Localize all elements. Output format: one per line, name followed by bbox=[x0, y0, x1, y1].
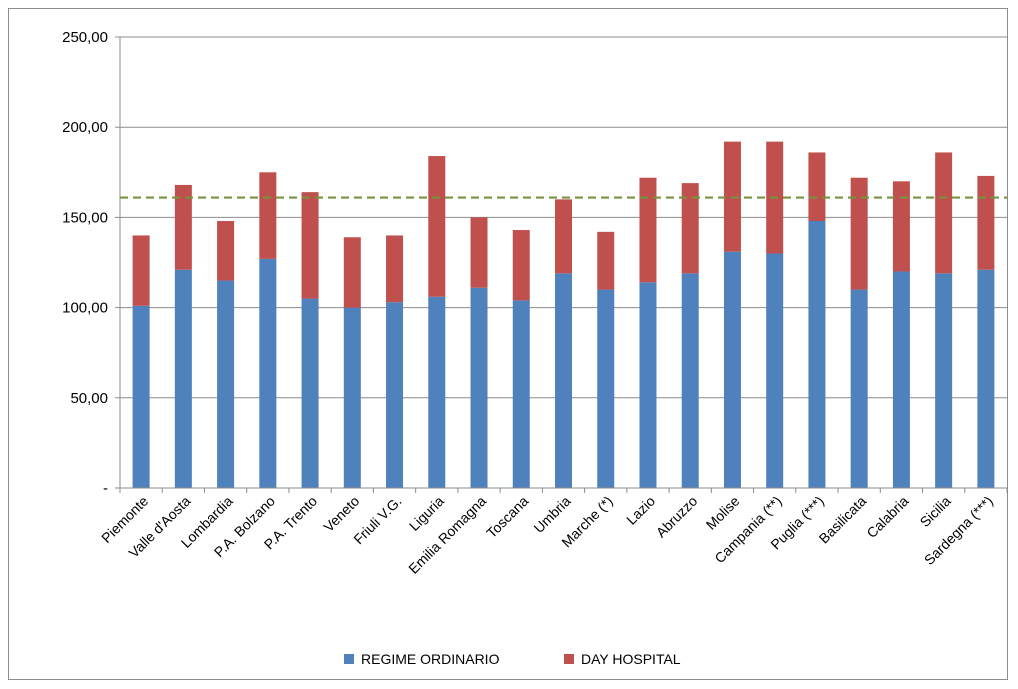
x-category-label: Lazio bbox=[623, 493, 658, 528]
bar-day-hospital bbox=[174, 184, 192, 270]
bar-regime-ordinario bbox=[259, 258, 277, 488]
bar-regime-ordinario bbox=[850, 289, 868, 488]
x-category-label: Emilia Romagna bbox=[405, 493, 489, 577]
y-tick-label: 100,00 bbox=[62, 300, 108, 317]
chart-frame bbox=[8, 8, 1008, 680]
bar-regime-ordinario bbox=[217, 280, 235, 488]
x-category-label: Basilicata bbox=[816, 493, 870, 547]
bar-regime-ordinario bbox=[597, 289, 615, 488]
y-tick-label: 150,00 bbox=[62, 209, 108, 226]
bar-day-hospital bbox=[512, 230, 530, 301]
bar-regime-ordinario bbox=[555, 273, 572, 488]
bar-regime-ordinario bbox=[132, 305, 150, 488]
legend-label-day-hospital: DAY HOSPITAL bbox=[581, 651, 681, 667]
bar-regime-ordinario bbox=[977, 269, 995, 488]
bar-day-hospital bbox=[428, 156, 446, 297]
bar-day-hospital bbox=[977, 175, 995, 270]
x-category-label: Sicilia bbox=[917, 493, 954, 530]
bar-regime-ordinario bbox=[174, 269, 192, 488]
bar-regime-ordinario bbox=[512, 300, 530, 488]
axes bbox=[119, 37, 1008, 493]
legend-swatch-regime-ordinario bbox=[344, 654, 354, 664]
bar-day-hospital bbox=[301, 192, 319, 299]
bar-day-hospital bbox=[850, 177, 868, 290]
bar-day-hospital bbox=[259, 172, 277, 259]
bar-day-hospital bbox=[681, 183, 699, 274]
bar-day-hospital bbox=[597, 231, 615, 290]
x-category-label: Calabria bbox=[863, 493, 911, 541]
bar-regime-ordinario bbox=[681, 273, 699, 488]
legend: REGIME ORDINARIO DAY HOSPITAL bbox=[344, 651, 681, 667]
bar-regime-ordinario bbox=[892, 271, 910, 488]
bar-regime-ordinario bbox=[723, 251, 741, 488]
bar-regime-ordinario bbox=[428, 296, 446, 488]
bar-day-hospital bbox=[555, 199, 572, 274]
bar-regime-ordinario bbox=[470, 287, 488, 488]
bar-day-hospital bbox=[892, 181, 910, 272]
legend-swatch-day-hospital bbox=[564, 654, 574, 664]
bar-regime-ordinario bbox=[386, 302, 404, 488]
y-tick-label: 200,00 bbox=[62, 119, 108, 136]
bar-day-hospital bbox=[343, 237, 361, 308]
bar-regime-ordinario bbox=[343, 307, 361, 488]
x-category-label: Molise bbox=[703, 493, 743, 533]
bar-day-hospital bbox=[935, 152, 953, 274]
y-axis-ticks: - 50,00 100,00 150,00 200,00 250,00 bbox=[62, 29, 120, 497]
bar-regime-ordinario bbox=[639, 282, 657, 488]
x-category-label: Abruzzo bbox=[653, 493, 701, 541]
y-tick-label: - bbox=[103, 480, 108, 497]
bar-regime-ordinario bbox=[301, 298, 319, 488]
y-tick-label: 250,00 bbox=[62, 29, 108, 46]
bar-regime-ordinario bbox=[935, 273, 953, 488]
bar-day-hospital bbox=[808, 152, 826, 222]
bar-regime-ordinario bbox=[766, 253, 784, 488]
x-category-label: Liguria bbox=[406, 493, 447, 534]
bar-day-hospital bbox=[217, 221, 235, 281]
bar-regime-ordinario bbox=[808, 221, 826, 488]
legend-label-regime-ordinario: REGIME ORDINARIO bbox=[361, 651, 500, 667]
y-tick-label: 50,00 bbox=[70, 390, 108, 407]
bar-day-hospital bbox=[386, 235, 404, 303]
bar-day-hospital bbox=[639, 177, 657, 283]
x-category-label: Toscana bbox=[483, 493, 531, 541]
bars bbox=[132, 141, 995, 488]
bar-day-hospital bbox=[470, 217, 488, 288]
bar-day-hospital bbox=[132, 235, 150, 306]
